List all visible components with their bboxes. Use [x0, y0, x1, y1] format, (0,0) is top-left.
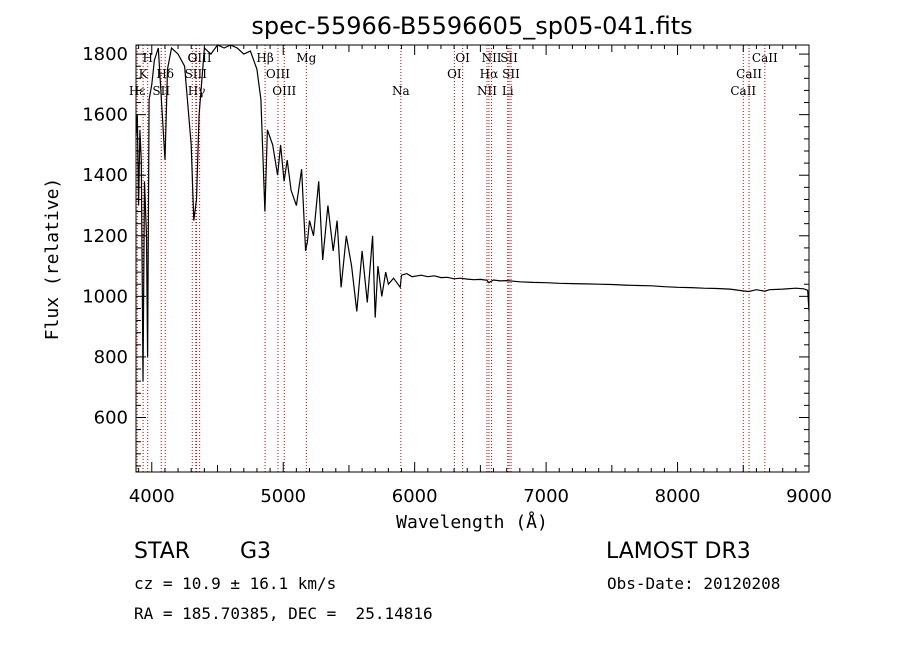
line-marker-label: SII — [500, 51, 518, 65]
x-axis-label: Wavelength (Å) — [396, 511, 548, 533]
line-marker-label: OIII — [266, 67, 290, 81]
line-marker-label: NII — [482, 51, 502, 65]
y-tick-label: 1600 — [82, 105, 128, 126]
line-marker-label: Hγ — [188, 84, 206, 98]
spectral-subclass: G3 — [240, 539, 272, 564]
y-axis-ticks: 600 800 1000 1200 1400 1600 1800 — [82, 44, 809, 467]
line-marker-label: OIII — [188, 51, 212, 65]
line-marker-label: OIII — [272, 84, 296, 98]
line-marker-label: CaII — [736, 67, 762, 81]
line-marker-label: CaII — [752, 51, 778, 65]
x-tick-label: 9000 — [786, 486, 832, 507]
line-marker-label: Na — [392, 84, 410, 98]
line-marker-label: H — [142, 51, 152, 65]
x-tick-label: 5000 — [260, 486, 306, 507]
line-marker-group: Hε KH Hδ SII G SIII Hγ OIII Hβ OIII OIII Mg Na OI OI NI… — [129, 45, 778, 472]
observation-date: Obs-Date: 20120208 — [607, 574, 781, 593]
spectrum-line — [135, 44, 810, 382]
line-marker-label: Hδ — [156, 67, 174, 81]
x-tick-label: 6000 — [392, 486, 438, 507]
x-tick-label: 7000 — [523, 486, 569, 507]
line-marker-label: SIII — [185, 67, 208, 81]
x-axis-ticks: 4000 5000 6000 7000 8000 9000 — [129, 45, 832, 507]
y-tick-label: 800 — [94, 347, 128, 368]
line-marker-label: Li — [502, 84, 514, 98]
chart-title: spec-55966-B5596605_sp05-041.fits — [251, 12, 692, 40]
line-marker-label: Hε — [129, 84, 146, 98]
x-tick-label: 8000 — [655, 486, 701, 507]
y-axis-label: Flux (relative) — [42, 178, 63, 341]
sky-coordinates: RA = 185.70385, DEC = 25.14816 — [134, 604, 433, 623]
y-tick-label: 1400 — [82, 165, 128, 186]
line-marker-label: Mg — [296, 51, 316, 65]
survey-name: LAMOST DR3 — [606, 539, 751, 564]
series-group — [135, 44, 810, 382]
line-marker-label: Hα — [480, 67, 499, 81]
y-tick-label: 1200 — [82, 226, 128, 247]
line-marker-label: SII — [502, 67, 520, 81]
line-marker-label: Hβ — [256, 51, 273, 65]
redshift-value: cz = 10.9 ± 16.1 km/s — [134, 574, 337, 593]
line-marker-label: NII — [477, 84, 497, 98]
line-marker-label: G — [187, 51, 197, 65]
line-marker-label: K — [139, 67, 149, 81]
line-marker-label: OI — [455, 51, 470, 65]
y-tick-label: 600 — [94, 407, 128, 428]
plot-frame — [135, 44, 810, 473]
line-marker-label: OI — [447, 67, 462, 81]
spectrum-chart: spec-55966-B5596605_sp05-041.fits Hε KH Hδ… — [42, 12, 832, 533]
object-class: STAR — [134, 539, 191, 564]
y-tick-label: 1000 — [82, 286, 128, 307]
line-marker-label: CaII — [730, 84, 756, 98]
y-tick-label: 1800 — [82, 44, 128, 65]
x-tick-label: 4000 — [129, 486, 175, 507]
